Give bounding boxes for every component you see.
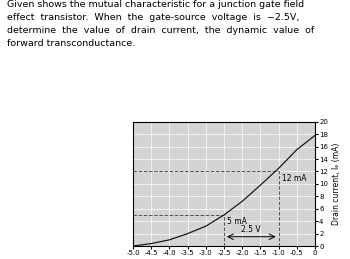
- Text: Given shows the mutual characteristic for a junction gate field
effect  transist: Given shows the mutual characteristic fo…: [7, 0, 314, 48]
- Text: 5 mA: 5 mA: [227, 217, 247, 226]
- Text: 2.5 V: 2.5 V: [241, 225, 261, 234]
- Text: 12 mA: 12 mA: [281, 174, 306, 183]
- Y-axis label: Drain current, Iₑ (mA): Drain current, Iₑ (mA): [332, 143, 341, 225]
